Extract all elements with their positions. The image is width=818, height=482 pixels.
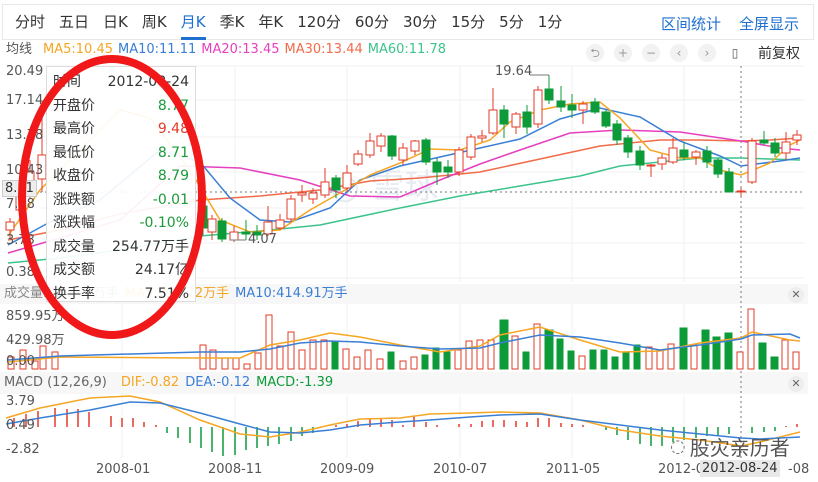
macd-dea: DEA:-0.12 xyxy=(185,375,251,390)
tab-15min[interactable]: 15分 xyxy=(451,13,486,31)
x-axis-label: 2012-0 xyxy=(658,462,705,477)
x-axis-label: 2008-01 xyxy=(96,462,151,477)
tab-5min[interactable]: 5分 xyxy=(499,13,524,31)
tab-weekly-k[interactable]: 周K xyxy=(141,13,167,31)
tab-daily-k[interactable]: 日K xyxy=(103,13,128,31)
zoom-in-icon[interactable]: + xyxy=(614,44,632,62)
tooltip-row: 成交量 254.77万手 xyxy=(53,238,189,255)
ma60-value: MA60:11.78 xyxy=(367,42,446,57)
tooltip-row: 开盘价 8.77 xyxy=(53,97,189,114)
candle-type-icon[interactable]: ▯ xyxy=(731,46,739,60)
tab-120min[interactable]: 120分 xyxy=(297,13,341,31)
volume-ma10: MA10:414.91万手 xyxy=(235,286,348,301)
price-axis-label: 17.14 xyxy=(6,93,44,108)
price-axis-label: 13.78 xyxy=(6,128,44,143)
tooltip-row: 最高价 9.48 xyxy=(53,121,189,137)
price-axis-label: 20.49 xyxy=(6,64,44,79)
price-axis-label: 0.38 xyxy=(6,265,35,280)
macd-value: MACD:-1.39 xyxy=(256,375,334,390)
macd-axis-label: -2.82 xyxy=(6,442,40,457)
price-axis-label: 10.43 xyxy=(6,163,44,178)
tab-1min[interactable]: 1分 xyxy=(537,13,563,31)
ma30-value: MA30:13.44 xyxy=(284,42,363,57)
wechat-icon: ◌ xyxy=(670,436,686,457)
tab-five-day[interactable]: 五日 xyxy=(59,13,90,31)
volume-axis-label: 0.00 xyxy=(6,354,35,369)
x-axis-label: 2010-07 xyxy=(433,462,488,477)
zoom-out-icon[interactable]: − xyxy=(642,44,660,62)
range-stats-link[interactable]: 区间统计 xyxy=(660,14,721,33)
tab-60min[interactable]: 60分 xyxy=(354,13,389,31)
ma10-value: MA10:11.11 xyxy=(118,42,197,57)
tab-minute[interactable]: 分时 xyxy=(15,13,46,31)
pan-right-icon[interactable]: › xyxy=(698,44,716,62)
ohlc-tooltip: 时间 2012-08-24 开盘价 8.77 最高价 9.48 最低价 8.71 收盘价… xyxy=(46,66,196,302)
tooltip-row: 换手率 7.51% xyxy=(53,285,189,302)
max-price-annotation: 19.64 xyxy=(495,64,533,79)
fullscreen-link[interactable]: 全屏显示 xyxy=(738,14,799,33)
macd-panel-header: MACD (12,26,9) DIF:-0.82 DEA:-0.12 MACD:… xyxy=(4,374,333,392)
chart-controls: ⮌ + − ‹ › ▯ 前复权 xyxy=(586,43,800,63)
period-toolbar: 分时 五日 日K 周K 月K 季K 年K 120分 60分 30分 15分 5分… xyxy=(2,4,814,40)
tooltip-row: 涨跌幅 -0.10% xyxy=(53,215,189,231)
crosshair-price-tag: 8.71 xyxy=(2,180,37,197)
tooltip-row: 时间 2012-08-24 xyxy=(53,74,189,90)
tooltip-row: 成交额 24.17亿 xyxy=(53,262,189,278)
tooltip-row: 涨跌额 -0.01 xyxy=(53,191,189,208)
price-axis-label: 3.73 xyxy=(6,233,35,248)
tab-monthly-k[interactable]: 月K xyxy=(180,4,206,40)
tooltip-row: 收盘价 8.79 xyxy=(53,168,189,184)
tooltip-row: 最低价 8.71 xyxy=(53,144,189,161)
macd-dif: DIF:-0.82 xyxy=(120,375,180,390)
adjust-mode-select[interactable]: 前复权 xyxy=(758,46,800,62)
ma5-value: MA5:10.45 xyxy=(43,42,113,57)
ma-legend: 均线 MA5:10.45 MA10:11.11 MA20:13.45 MA30:… xyxy=(6,40,446,60)
volume-axis-label: 859.95万 xyxy=(6,309,65,324)
tab-30min[interactable]: 30分 xyxy=(402,13,438,31)
close-macd-panel-icon[interactable]: ✕ xyxy=(788,376,804,392)
undo-icon[interactable]: ⮌ xyxy=(586,44,604,62)
macd-title: MACD (12,26,9) xyxy=(4,375,107,390)
ma-label: 均线 xyxy=(6,42,33,57)
x-axis-label: 2009-09 xyxy=(320,462,375,477)
x-axis-label: 2008-11 xyxy=(208,462,263,477)
x-cursor-date: 2012-08-24 xyxy=(700,460,780,477)
x-axis: 2008-01 2008-11 2009-09 2010-07 2011-05 … xyxy=(0,462,818,480)
ma20-value: MA20:13.45 xyxy=(201,42,280,57)
pan-left-icon[interactable]: ‹ xyxy=(670,44,688,62)
close-volume-panel-icon[interactable]: ✕ xyxy=(788,287,804,303)
x-axis-label: 2011-05 xyxy=(546,462,601,477)
price-axis-label: 7.08 xyxy=(6,197,35,212)
macd-axis-label: 3.79 xyxy=(6,394,35,409)
watermark: ◌ 股灾亲历者 xyxy=(670,436,790,460)
volume-axis-label: 429.98万 xyxy=(6,333,65,348)
tab-quarterly-k[interactable]: 季K xyxy=(219,13,245,31)
macd-axis-label: 0.49 xyxy=(6,418,35,433)
x-axis-label: -08 xyxy=(788,462,810,477)
tab-yearly-k[interactable]: 年K xyxy=(258,13,284,31)
min-price-annotation: 4.07 xyxy=(248,232,277,247)
